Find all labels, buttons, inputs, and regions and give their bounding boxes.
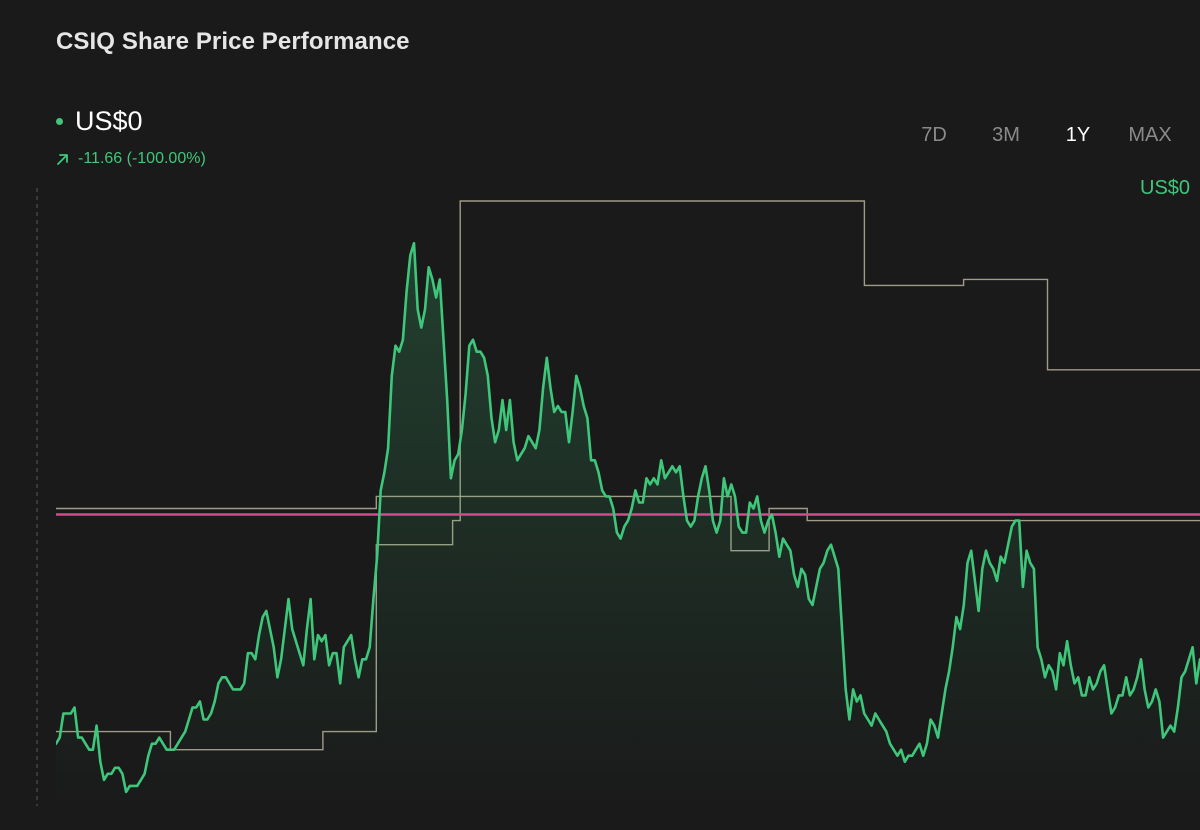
tab-1y[interactable]: 1Y <box>1065 124 1091 146</box>
price-summary: US$0 <box>56 106 143 137</box>
price-area-fill <box>56 243 1200 808</box>
page-title: CSIQ Share Price Performance <box>56 28 410 55</box>
price-axis-label: US$0 <box>1140 177 1190 199</box>
price-change-text: -11.66 (-100.00%) <box>78 150 206 167</box>
tab-7d[interactable]: 7D <box>921 124 947 146</box>
current-price: US$0 <box>75 106 143 136</box>
tab-3m[interactable]: 3M <box>992 124 1020 146</box>
arrow-up-right-icon <box>57 154 68 165</box>
time-range-tabs: 7D 3M 1Y MAX <box>898 124 1186 147</box>
price-line <box>56 241 1200 794</box>
price-change: -11.66 (-100.00%) <box>56 150 206 168</box>
tab-max[interactable]: MAX <box>1128 124 1172 146</box>
live-indicator-dot <box>56 118 63 125</box>
